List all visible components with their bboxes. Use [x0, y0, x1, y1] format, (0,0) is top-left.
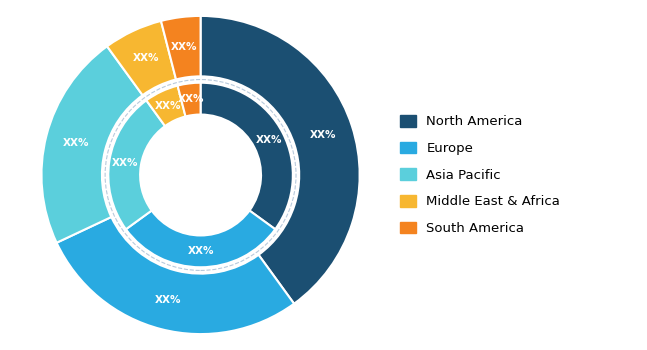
Text: XX%: XX%	[155, 295, 182, 305]
Wedge shape	[146, 86, 186, 126]
Wedge shape	[201, 83, 293, 229]
Wedge shape	[178, 83, 201, 117]
Legend: North America, Europe, Asia Pacific, Middle East & Africa, South America: North America, Europe, Asia Pacific, Mid…	[395, 110, 565, 240]
Text: XX%: XX%	[133, 54, 159, 63]
Circle shape	[142, 116, 259, 234]
Text: XX%: XX%	[155, 101, 181, 111]
Text: XX%: XX%	[188, 246, 214, 256]
Wedge shape	[201, 16, 360, 304]
Text: XX%: XX%	[112, 158, 138, 168]
Text: XX%: XX%	[63, 138, 89, 148]
Text: XX%: XX%	[310, 130, 336, 140]
Wedge shape	[107, 21, 176, 95]
Wedge shape	[41, 46, 142, 243]
Wedge shape	[108, 100, 165, 229]
Text: XX%: XX%	[256, 135, 282, 145]
Text: XX%: XX%	[178, 94, 204, 104]
Wedge shape	[161, 16, 201, 79]
Text: XX%: XX%	[171, 42, 198, 52]
Wedge shape	[126, 211, 275, 267]
Wedge shape	[57, 217, 294, 334]
